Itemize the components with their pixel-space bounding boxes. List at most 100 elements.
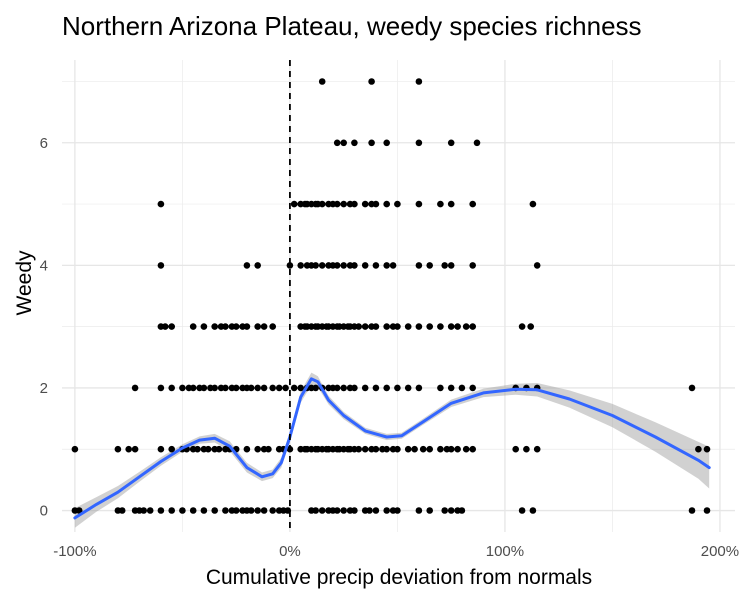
data-point — [447, 139, 455, 147]
data-point — [372, 384, 380, 392]
data-point — [361, 384, 369, 392]
data-point — [125, 445, 132, 453]
data-point — [437, 200, 444, 208]
data-point — [437, 384, 444, 392]
data-point — [157, 200, 165, 208]
x-axis-title: Cumulative precip deviation from normals — [206, 566, 592, 589]
data-point — [372, 200, 380, 208]
data-point — [355, 445, 363, 453]
data-point — [333, 384, 341, 392]
data-point — [297, 262, 305, 269]
data-point — [394, 445, 401, 453]
data-point — [318, 200, 326, 208]
data-point — [254, 384, 261, 392]
data-point — [372, 262, 380, 269]
data-point — [179, 384, 186, 392]
data-point — [469, 445, 477, 453]
data-point — [383, 200, 391, 208]
chart-title: Northern Arizona Plateau, weedy species … — [62, 11, 642, 41]
data-point — [318, 507, 326, 514]
data-point — [383, 139, 391, 147]
data-point — [131, 384, 139, 392]
data-point — [140, 507, 147, 514]
x-tick-label: 100% — [486, 543, 524, 560]
data-point — [688, 384, 696, 392]
data-point — [458, 507, 466, 514]
data-points — [71, 78, 711, 514]
data-point — [269, 507, 277, 514]
data-point — [426, 507, 434, 514]
smooth-line — [73, 377, 711, 520]
data-point — [333, 139, 341, 147]
data-point — [447, 507, 455, 514]
data-point — [469, 200, 477, 208]
data-point — [447, 384, 455, 392]
data-point — [437, 323, 444, 330]
data-point — [211, 323, 218, 330]
data-point — [157, 507, 165, 514]
data-point — [243, 323, 251, 330]
data-point — [688, 507, 696, 514]
data-point — [211, 384, 218, 392]
data-point — [415, 78, 423, 85]
data-point — [333, 507, 341, 514]
data-point — [469, 262, 477, 269]
data-point — [290, 200, 298, 208]
data-point — [394, 323, 401, 330]
data-point — [447, 200, 455, 208]
data-point — [118, 507, 126, 514]
data-point — [372, 445, 380, 453]
data-point — [340, 139, 348, 147]
data-point — [247, 384, 255, 392]
data-point — [473, 139, 481, 147]
data-point — [361, 200, 369, 208]
data-point — [426, 262, 434, 269]
data-point — [114, 445, 122, 453]
data-point — [404, 384, 412, 392]
data-point — [200, 507, 208, 514]
data-point — [419, 445, 427, 453]
data-point — [695, 445, 702, 453]
x-tick-label: -100% — [53, 543, 96, 560]
data-point — [297, 384, 305, 392]
data-point — [189, 384, 197, 392]
data-point — [75, 507, 83, 514]
data-point — [383, 507, 391, 514]
data-point — [351, 262, 358, 269]
data-point — [232, 507, 240, 514]
data-point — [286, 262, 294, 269]
data-point — [361, 445, 369, 453]
data-point — [368, 78, 375, 85]
data-point — [265, 445, 272, 453]
data-point — [383, 384, 391, 392]
data-point — [340, 262, 348, 269]
data-point — [312, 507, 320, 514]
smooth-line-path — [73, 377, 711, 520]
data-point — [260, 323, 268, 330]
data-point — [394, 200, 401, 208]
data-point — [529, 200, 537, 208]
data-point — [518, 507, 526, 514]
data-point — [168, 323, 175, 330]
data-point — [340, 384, 348, 392]
data-point — [383, 323, 391, 330]
data-point — [411, 445, 418, 453]
data-point — [318, 78, 326, 85]
data-point — [361, 262, 369, 269]
data-point — [200, 323, 208, 330]
data-point — [333, 262, 341, 269]
data-point — [168, 384, 175, 392]
y-tick-label: 6 — [40, 135, 48, 152]
data-point — [415, 323, 423, 330]
y-tick-label: 4 — [40, 257, 48, 274]
data-point — [527, 323, 534, 330]
data-point — [312, 384, 320, 392]
data-point — [394, 384, 401, 392]
data-point — [71, 445, 79, 453]
data-point — [340, 507, 348, 514]
x-tick-label: 0% — [279, 543, 301, 560]
x-tick-label: 200% — [701, 543, 739, 560]
data-point — [351, 384, 358, 392]
data-point — [318, 262, 326, 269]
